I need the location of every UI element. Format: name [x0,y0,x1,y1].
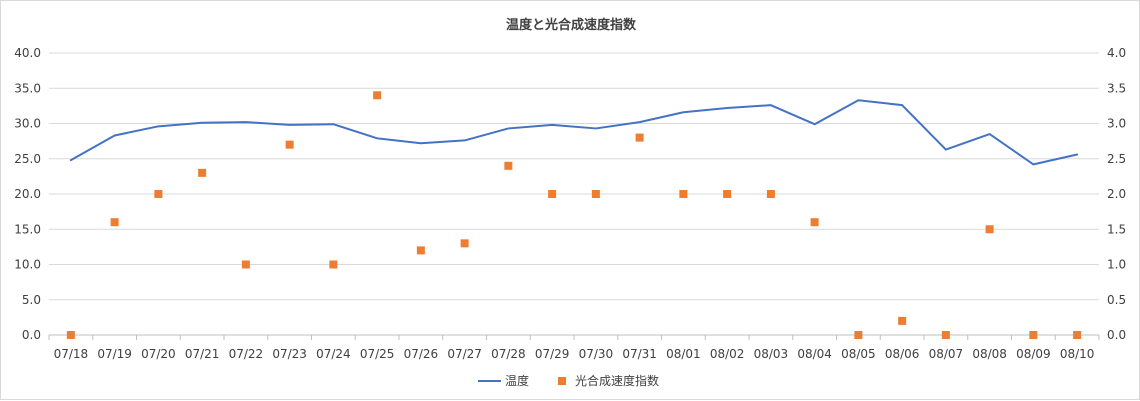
left-tick-label: 20.0 [14,187,41,201]
photosynthesis-point [635,133,644,142]
left-tick-label: 15.0 [14,222,41,236]
right-tick-label: 2.0 [1107,187,1126,201]
photosynthesis-point [941,331,950,339]
photosynthesis-point [154,190,163,198]
series-layer [66,91,1082,339]
x-tick-label: 07/23 [272,347,307,361]
gridlines [49,52,1099,336]
x-tick-label: 08/08 [972,347,1007,361]
photosynthesis-point [898,316,907,325]
left-tick-label: 0.0 [22,328,41,342]
left-tick-label: 30.0 [14,117,41,131]
left-tick-label: 10.0 [14,258,41,272]
x-tick-label: 08/06 [885,347,920,361]
x-tick-label: 07/26 [404,347,439,361]
chart-title: 温度と光合成速度指数 [506,17,637,33]
left-tick-label: 35.0 [14,81,41,95]
legend: 温度 光合成速度指数 [478,373,659,388]
legend-marker-swatch [558,377,566,385]
x-tick-label: 07/25 [360,347,395,361]
photosynthesis-point [1073,331,1082,339]
legend-label-photosynthesis: 光合成速度指数 [575,373,659,388]
x-tick-label: 08/02 [710,347,745,361]
x-tick-label: 07/28 [491,347,526,361]
x-tick-label: 07/29 [535,347,570,361]
x-tick-label: 08/03 [754,347,789,361]
x-tick-label: 07/20 [141,347,176,361]
right-y-axis: 0.0 0.5 1.0 1.5 2.0 2.5 3.0 3.5 4.0 [1107,46,1126,342]
photosynthesis-point [766,190,775,198]
left-tick-label: 5.0 [22,293,41,307]
photosynthesis-point [198,168,207,177]
photosynthesis-point [854,331,863,339]
x-tick-label: 07/24 [316,347,351,361]
photosynthesis-point [110,218,119,227]
photosynthesis-point [504,161,513,170]
photosynthesis-point [241,260,250,269]
photosynthesis-point [1029,331,1038,339]
photosynthesis-point [66,331,75,339]
x-axis: 07/18 07/19 07/20 07/21 07/22 07/23 07/24 07/25… [48,335,1100,361]
right-tick-label: 0.0 [1107,328,1126,342]
left-tick-label: 40.0 [14,46,41,60]
legend-label-temperature: 温度 [505,373,529,388]
temperature-line [69,99,1079,166]
x-tick-label: 07/19 [97,347,132,361]
photosynthesis-point [329,260,338,269]
photosynthesis-point [810,218,819,227]
right-tick-label: 4.0 [1107,46,1126,60]
x-tick-label: 08/09 [1016,347,1051,361]
photosynthesis-point [460,239,469,248]
photosynthesis-point [985,225,994,234]
photosynthesis-point [591,190,600,198]
x-tick-label: 08/01 [666,347,701,361]
x-tick-label: 07/18 [54,347,89,361]
x-tick-label: 07/27 [447,347,482,361]
right-tick-label: 2.5 [1107,152,1126,166]
right-tick-label: 3.0 [1107,117,1126,131]
x-tick-label: 07/21 [185,347,220,361]
right-tick-label: 1.5 [1107,222,1126,236]
x-tick-label: 08/05 [841,347,876,361]
x-tick-label: 08/07 [929,347,964,361]
left-tick-label: 25.0 [14,152,41,166]
x-tick-label: 07/30 [579,347,614,361]
photosynthesis-point [679,190,688,198]
right-tick-label: 3.5 [1107,81,1126,95]
x-tick-label: 08/04 [797,347,832,361]
right-tick-label: 0.5 [1107,293,1126,307]
right-tick-label: 1.0 [1107,258,1126,272]
x-tick-label: 07/22 [229,347,264,361]
photosynthesis-point [285,140,294,149]
photosynthesis-point [723,190,732,198]
x-tick-label: 07/31 [622,347,657,361]
photosynthesis-point [548,190,557,198]
x-tick-label: 08/10 [1060,347,1095,361]
left-y-axis: 0.0 5.0 10.0 15.0 20.0 25.0 30.0 35.0 40.0 [14,46,41,342]
photosynthesis-point [373,91,382,100]
photosynthesis-point [416,246,425,255]
